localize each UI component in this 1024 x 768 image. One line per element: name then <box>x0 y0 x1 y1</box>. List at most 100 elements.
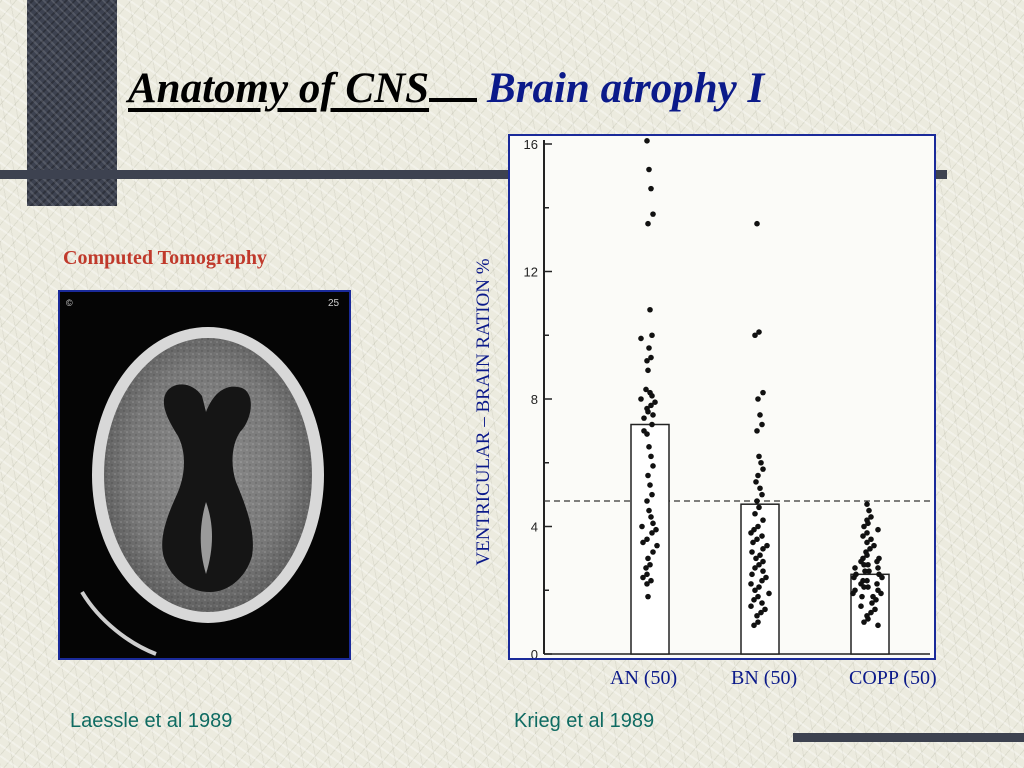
category-label-bn: BN (50) <box>731 667 798 689</box>
data-point <box>649 491 655 498</box>
data-point <box>756 504 762 511</box>
data-point <box>759 421 765 428</box>
decorative-bar-bottom <box>793 733 1024 742</box>
data-point <box>645 472 651 479</box>
data-point <box>879 574 885 581</box>
data-point <box>755 472 761 479</box>
decorative-bar-top <box>0 170 947 179</box>
data-point <box>647 561 653 568</box>
data-point <box>868 609 874 616</box>
data-point <box>850 590 856 597</box>
data-point <box>644 581 650 587</box>
data-point <box>760 517 766 523</box>
data-point <box>755 523 761 530</box>
data-point <box>861 561 867 568</box>
data-point <box>645 408 651 415</box>
y-axis-label: VENTRICULAR – BRAIN RATION % <box>473 258 494 566</box>
data-point <box>866 568 872 574</box>
data-point <box>852 565 858 571</box>
data-point <box>752 587 758 594</box>
data-point <box>762 606 768 613</box>
data-point <box>650 211 656 217</box>
ct-scan-image: © 25 <box>58 290 351 660</box>
data-point <box>753 479 759 485</box>
data-point <box>871 542 877 549</box>
data-point <box>643 386 649 393</box>
data-point <box>760 558 766 565</box>
data-point <box>648 577 654 584</box>
data-point <box>759 533 765 539</box>
data-point <box>648 185 654 192</box>
data-point <box>760 466 766 472</box>
data-point <box>754 220 760 227</box>
data-point <box>876 555 882 562</box>
data-point <box>759 577 765 584</box>
data-point <box>647 306 653 313</box>
category-label-copp: COPP (50) <box>849 667 937 689</box>
data-point <box>864 539 870 546</box>
data-point <box>757 412 763 418</box>
title-part-2: Brain atrophy I <box>487 65 765 112</box>
data-point <box>748 581 754 587</box>
data-point <box>864 530 870 536</box>
data-point <box>652 399 658 405</box>
data-point <box>760 546 766 552</box>
data-point <box>748 530 754 536</box>
data-point <box>751 597 757 603</box>
data-point <box>654 542 660 549</box>
data-point <box>649 332 655 339</box>
data-point <box>640 539 646 546</box>
head-rest-line <box>80 590 157 656</box>
data-point <box>650 412 656 418</box>
title-underline-gap <box>429 64 478 102</box>
ct-scan-drawing: © 25 <box>60 292 349 658</box>
data-point <box>860 533 866 539</box>
y-tick-label: 12 <box>524 265 538 280</box>
data-point <box>764 542 770 549</box>
data-point <box>866 507 872 514</box>
data-point <box>869 600 875 606</box>
data-point <box>650 549 656 555</box>
data-point <box>868 536 874 543</box>
data-point <box>758 609 764 616</box>
data-point <box>752 565 758 571</box>
scatter-chart: 0 4 8 12 16 <box>524 137 934 662</box>
data-point <box>748 603 754 609</box>
data-point <box>647 482 653 488</box>
data-point <box>864 552 870 558</box>
y-tick-label: 8 <box>531 392 538 407</box>
data-point <box>858 603 864 609</box>
data-point <box>754 498 760 504</box>
data-point <box>754 428 760 434</box>
data-point <box>645 555 651 562</box>
data-point <box>649 530 655 536</box>
data-point <box>646 507 652 514</box>
data-point <box>648 453 654 460</box>
data-point <box>756 561 762 568</box>
data-point <box>641 428 647 434</box>
data-point <box>641 415 647 421</box>
data-point <box>649 393 655 399</box>
y-tick-label: 0 <box>531 647 538 658</box>
data-point <box>756 453 762 460</box>
data-point <box>646 444 652 450</box>
y-tick-label: 4 <box>531 520 538 535</box>
data-point <box>638 335 644 342</box>
chart-frame: 0 4 8 12 16 <box>508 134 936 662</box>
data-point <box>766 590 772 597</box>
data-point <box>648 402 654 409</box>
data-point <box>878 590 884 597</box>
slide-title: Anatomy of CNS Brain atrophy I <box>128 64 764 113</box>
title-part-1: Anatomy of CNS <box>128 65 430 112</box>
data-point <box>865 616 871 622</box>
data-point <box>875 622 881 629</box>
data-point <box>749 549 755 555</box>
data-point <box>756 584 762 590</box>
data-point <box>645 367 651 374</box>
data-point <box>759 600 765 606</box>
data-point <box>644 498 650 504</box>
ct-caption: Computed Tomography <box>63 247 267 269</box>
data-point <box>868 514 874 520</box>
data-point <box>653 526 659 533</box>
data-point <box>650 520 656 527</box>
